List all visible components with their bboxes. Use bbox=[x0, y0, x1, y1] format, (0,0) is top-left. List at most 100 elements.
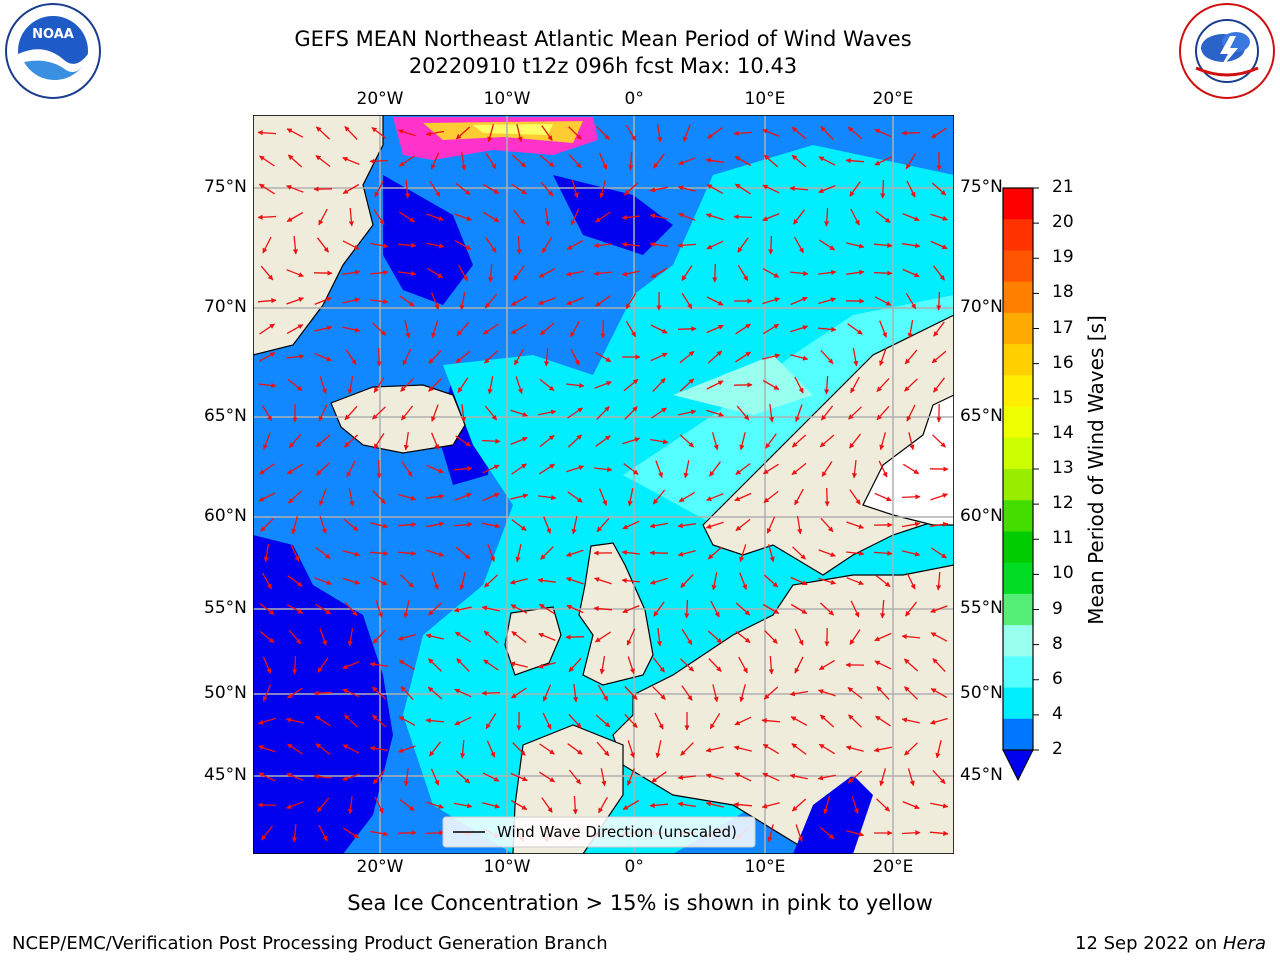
wind-wave-arrow bbox=[343, 434, 359, 448]
footer-left: NCEP/EMC/Verification Post Processing Pr… bbox=[12, 933, 608, 954]
colorbar-tick-label: 17 bbox=[1052, 317, 1074, 338]
footer-right: 12 Sep 2022 on Hera bbox=[1075, 933, 1266, 954]
wind-wave-arrow bbox=[372, 490, 386, 504]
wind-wave-arrow bbox=[652, 686, 666, 700]
wind-wave-arrow bbox=[400, 405, 414, 421]
wind-wave-arrow bbox=[343, 827, 360, 839]
wind-wave-arrow bbox=[291, 516, 298, 535]
wind-wave-arrow bbox=[818, 659, 836, 671]
wind-wave-arrow bbox=[348, 207, 354, 227]
wind-wave-arrow bbox=[820, 405, 834, 421]
wind-wave-arrow bbox=[315, 603, 332, 615]
wind-wave-arrow bbox=[510, 493, 529, 500]
wind-wave-arrow bbox=[902, 212, 920, 222]
colorbar-tick-label: 16 bbox=[1052, 352, 1074, 373]
wind-wave-arrow bbox=[597, 684, 609, 702]
wind-wave-arrow bbox=[430, 152, 440, 170]
wind-wave-arrow bbox=[483, 630, 499, 644]
wind-wave-arrow bbox=[568, 153, 582, 169]
wind-wave-arrow bbox=[319, 376, 327, 394]
wind-wave-arrow bbox=[762, 772, 780, 782]
wind-wave-arrow bbox=[849, 489, 861, 505]
wind-wave-arrow bbox=[792, 546, 806, 560]
wind-wave-arrow bbox=[655, 460, 663, 478]
wind-wave-arrow bbox=[487, 544, 495, 562]
wind-wave-arrow bbox=[906, 572, 916, 590]
wind-wave-arrow bbox=[516, 124, 523, 143]
wind-wave-arrow bbox=[739, 684, 746, 703]
wind-wave-arrow bbox=[425, 633, 444, 640]
wind-wave-arrow bbox=[735, 351, 752, 363]
wind-wave-arrow bbox=[706, 493, 724, 502]
wind-wave-arrow bbox=[460, 739, 466, 759]
wind-wave-arrow bbox=[852, 347, 859, 367]
wind-wave-arrow bbox=[677, 801, 697, 808]
wind-wave-arrow bbox=[598, 488, 608, 506]
wind-wave-arrow bbox=[874, 128, 892, 138]
wind-wave-arrow bbox=[401, 461, 413, 477]
lat-label-left: 60°N bbox=[204, 506, 247, 526]
wind-wave-arrow bbox=[874, 492, 892, 502]
wind-wave-arrow bbox=[678, 157, 696, 165]
wind-wave-arrow bbox=[598, 796, 608, 814]
lat-label-left: 45°N bbox=[204, 765, 247, 785]
wind-wave-arrow bbox=[737, 237, 749, 253]
wind-wave-arrow bbox=[509, 661, 528, 668]
wind-wave-arrow bbox=[851, 796, 859, 815]
wind-wave-arrow bbox=[399, 799, 415, 811]
wind-wave-arrow bbox=[932, 434, 946, 448]
wind-wave-arrow bbox=[372, 322, 386, 336]
wind-wave-arrow bbox=[735, 602, 751, 616]
colorbar-tick-label: 8 bbox=[1052, 633, 1063, 654]
wind-wave-arrow bbox=[878, 460, 888, 478]
wind-wave-arrow bbox=[348, 488, 355, 507]
wind-wave-arrow bbox=[258, 492, 276, 502]
wind-wave-arrow bbox=[544, 347, 550, 367]
wind-wave-arrow bbox=[594, 466, 613, 473]
wind-wave-arrow bbox=[429, 181, 441, 198]
wind-wave-arrow bbox=[622, 604, 640, 614]
wind-wave-arrow bbox=[680, 742, 694, 756]
wind-wave-arrow bbox=[342, 688, 360, 698]
wind-wave-arrow bbox=[455, 770, 471, 784]
wind-wave-arrow bbox=[485, 153, 497, 170]
wind-wave-arrow bbox=[344, 405, 358, 421]
wind-wave-arrow bbox=[850, 600, 860, 618]
wind-wave-arrow bbox=[262, 572, 272, 590]
wind-wave-arrow bbox=[257, 130, 277, 136]
wind-wave-arrow bbox=[684, 599, 690, 619]
wind-wave-arrow bbox=[286, 463, 303, 475]
wind-wave-arrow bbox=[651, 407, 667, 419]
wind-wave-arrow bbox=[539, 434, 555, 448]
wind-wave-arrow bbox=[599, 655, 606, 675]
wind-wave-arrow bbox=[399, 155, 415, 167]
wind-wave-arrow bbox=[459, 572, 466, 591]
wind-wave-arrow bbox=[767, 544, 775, 563]
wind-wave-arrow bbox=[428, 602, 442, 616]
wind-wave-arrow bbox=[818, 269, 837, 276]
wind-wave-arrow bbox=[622, 520, 640, 530]
wind-wave-arrow bbox=[818, 549, 836, 557]
wind-wave-arrow bbox=[733, 802, 753, 808]
wind-wave-arrow bbox=[818, 689, 836, 697]
wind-wave-arrow bbox=[486, 740, 496, 758]
wind-wave-arrow bbox=[656, 123, 663, 143]
wind-wave-arrow bbox=[738, 656, 748, 674]
wind-wave-arrow bbox=[709, 461, 721, 477]
wind-wave-arrow bbox=[287, 687, 303, 699]
wind-wave-arrow bbox=[426, 242, 445, 249]
wind-wave-arrow bbox=[369, 661, 388, 668]
wind-wave-arrow bbox=[789, 773, 808, 780]
wind-wave-arrow bbox=[930, 521, 949, 527]
wind-wave-arrow bbox=[344, 601, 358, 617]
wind-wave-arrow bbox=[712, 684, 719, 703]
wind-wave-arrow bbox=[762, 212, 780, 222]
wind-wave-arrow bbox=[849, 629, 861, 645]
wind-wave-arrow bbox=[794, 628, 804, 646]
wind-wave-arrow bbox=[314, 296, 332, 306]
lat-label-right: 70°N bbox=[960, 297, 1003, 317]
wind-wave-arrow bbox=[538, 409, 557, 416]
map-legend: Wind Wave Direction (unscaled) bbox=[442, 816, 756, 848]
wind-wave-arrow bbox=[621, 214, 640, 221]
wind-wave-arrow bbox=[344, 714, 358, 728]
